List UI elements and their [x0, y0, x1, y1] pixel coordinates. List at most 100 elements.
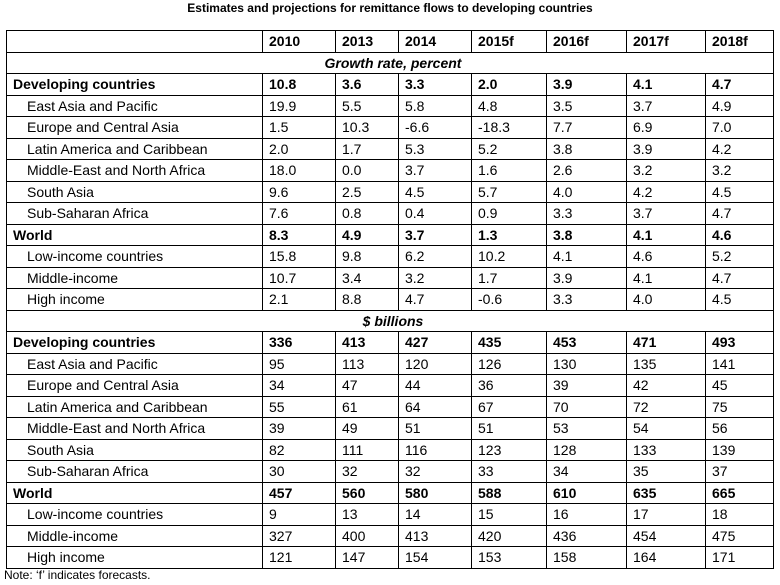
- table-row: East Asia and Pacific 95 113 120 126 130 135 14…: [6, 352, 774, 375]
- value-cell: 10.8: [262, 73, 336, 96]
- value-cell: 2.0: [262, 137, 336, 160]
- value-cell: 47: [335, 374, 399, 397]
- value-cell: 51: [398, 417, 472, 440]
- row-label: Low-income countries: [6, 503, 263, 526]
- row-label: World: [6, 223, 263, 246]
- value-cell: 75: [705, 395, 774, 418]
- value-cell: 33: [471, 460, 547, 483]
- value-cell: 400: [335, 524, 399, 547]
- row-label: South Asia: [6, 180, 263, 203]
- value-cell: 116: [398, 438, 472, 461]
- value-cell: 49: [335, 417, 399, 440]
- value-cell: 7.0: [705, 116, 774, 139]
- value-cell: 37: [705, 460, 774, 483]
- value-cell: 7.6: [262, 202, 336, 225]
- value-cell: 2.6: [546, 159, 627, 182]
- table-row: Middle-East and North Africa 39 49 51 51 53 54…: [6, 417, 774, 440]
- header-cell: 2018f: [705, 30, 774, 53]
- row-label: Middle-income: [6, 266, 263, 289]
- table-row: Developing countries 336 413 427 435 453 471 49…: [6, 331, 774, 354]
- value-cell: 147: [335, 546, 399, 569]
- value-cell: 3.9: [546, 266, 627, 289]
- row-label: South Asia: [6, 438, 263, 461]
- value-cell: 135: [626, 352, 706, 375]
- value-cell: 15.8: [262, 245, 336, 268]
- value-cell: 30: [262, 460, 336, 483]
- value-cell: 44: [398, 374, 472, 397]
- value-cell: 1.6: [471, 159, 547, 182]
- value-cell: 72: [626, 395, 706, 418]
- row-label: Middle-East and North Africa: [6, 417, 263, 440]
- table-title: Estimates and projections for remittance…: [187, 1, 593, 15]
- row-label: Europe and Central Asia: [6, 374, 263, 397]
- value-cell: 3.7: [398, 159, 472, 182]
- row-label: East Asia and Pacific: [6, 94, 263, 117]
- value-cell: 3.6: [335, 73, 399, 96]
- value-cell: 588: [471, 481, 547, 504]
- remittance-table: 2010 2013 2014 2015f 2016f 2017f 2018f G…: [6, 30, 774, 569]
- section-label: Growth rate, percent: [6, 51, 774, 74]
- value-cell: 4.1: [626, 266, 706, 289]
- value-cell: 5.3: [398, 137, 472, 160]
- value-cell: 457: [262, 481, 336, 504]
- value-cell: 164: [626, 546, 706, 569]
- table-row: East Asia and Pacific 19.9 5.5 5.8 4.8 3.5 3.7…: [6, 94, 774, 117]
- header-cell: 2014: [398, 30, 472, 53]
- section-label: $ billions: [6, 309, 774, 332]
- value-cell: 61: [335, 395, 399, 418]
- forecast-note: Note: ‘f’ indicates forecasts.: [4, 568, 151, 582]
- value-cell: 0.4: [398, 202, 472, 225]
- value-cell: 3.7: [398, 223, 472, 246]
- value-cell: 35: [626, 460, 706, 483]
- value-cell: 0.8: [335, 202, 399, 225]
- value-cell: 133: [626, 438, 706, 461]
- table-row: World 8.3 4.9 3.7 1.3 3.8 4.1 4.6: [6, 223, 774, 246]
- value-cell: 336: [262, 331, 336, 354]
- value-cell: -6.6: [398, 116, 472, 139]
- value-cell: 6.9: [626, 116, 706, 139]
- row-label: Middle-East and North Africa: [6, 159, 263, 182]
- value-cell: 3.7: [626, 94, 706, 117]
- row-label: High income: [6, 288, 263, 311]
- value-cell: 42: [626, 374, 706, 397]
- value-cell: 4.2: [705, 137, 774, 160]
- row-label: Latin America and Caribbean: [6, 395, 263, 418]
- value-cell: 3.2: [398, 266, 472, 289]
- header-cell: 2015f: [471, 30, 547, 53]
- value-cell: 34: [262, 374, 336, 397]
- value-cell: 4.1: [626, 223, 706, 246]
- value-cell: 121: [262, 546, 336, 569]
- value-cell: 4.1: [626, 73, 706, 96]
- value-cell: 82: [262, 438, 336, 461]
- value-cell: 635: [626, 481, 706, 504]
- table-row: Europe and Central Asia 34 47 44 36 39 42 45: [6, 374, 774, 397]
- value-cell: 3.2: [626, 159, 706, 182]
- value-cell: 560: [335, 481, 399, 504]
- value-cell: 130: [546, 352, 627, 375]
- value-cell: 8.3: [262, 223, 336, 246]
- value-cell: 580: [398, 481, 472, 504]
- value-cell: 34: [546, 460, 627, 483]
- value-cell: 427: [398, 331, 472, 354]
- value-cell: 10.3: [335, 116, 399, 139]
- table-row: Latin America and Caribbean 55 61 64 67 70 72 7…: [6, 395, 774, 418]
- value-cell: 3.2: [705, 159, 774, 182]
- value-cell: 141: [705, 352, 774, 375]
- value-cell: 39: [262, 417, 336, 440]
- value-cell: 4.6: [705, 223, 774, 246]
- value-cell: 453: [546, 331, 627, 354]
- value-cell: 4.5: [398, 180, 472, 203]
- value-cell: 45: [705, 374, 774, 397]
- value-cell: 2.5: [335, 180, 399, 203]
- row-label: Latin America and Caribbean: [6, 137, 263, 160]
- value-cell: 7.7: [546, 116, 627, 139]
- value-cell: 454: [626, 524, 706, 547]
- value-cell: 126: [471, 352, 547, 375]
- section-row: $ billions: [6, 309, 774, 332]
- table-row: Sub-Saharan Africa 7.6 0.8 0.4 0.9 3.3 3.7 4.7: [6, 202, 774, 225]
- value-cell: 5.2: [471, 137, 547, 160]
- row-label: High income: [6, 546, 263, 569]
- value-cell: 413: [335, 331, 399, 354]
- value-cell: 14: [398, 503, 472, 526]
- table-row: Europe and Central Asia 1.5 10.3 -6.6 -18.3 7…: [6, 116, 774, 139]
